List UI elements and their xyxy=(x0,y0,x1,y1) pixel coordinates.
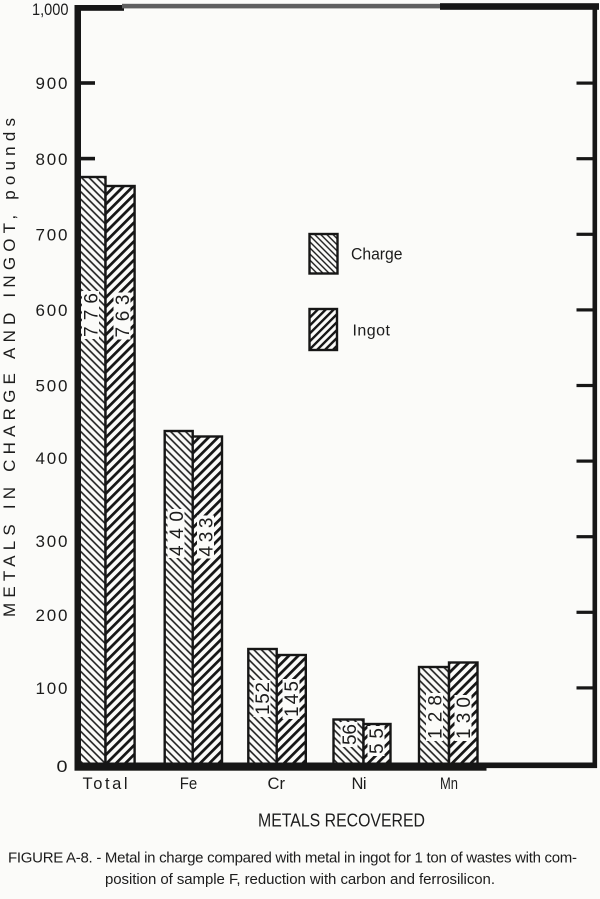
svg-text:Mn: Mn xyxy=(440,775,458,793)
svg-text:METALS IN CHARGE AND INGOT, po: METALS IN CHARGE AND INGOT, pounds xyxy=(0,118,19,617)
svg-text:145: 145 xyxy=(282,681,303,717)
svg-text:METALS RECOVERED: METALS RECOVERED xyxy=(258,811,425,831)
svg-text:Total: Total xyxy=(83,775,128,793)
svg-text:FIGURE A-8. - Metal in charge: FIGURE A-8. - Metal in charge compared w… xyxy=(8,850,577,867)
svg-text:500: 500 xyxy=(36,377,68,396)
svg-text:776: 776 xyxy=(82,293,103,337)
svg-text:Charge: Charge xyxy=(351,246,403,264)
svg-text:600: 600 xyxy=(36,301,68,320)
svg-text:200: 200 xyxy=(36,606,68,625)
svg-text:56: 56 xyxy=(340,724,361,745)
svg-text:400: 400 xyxy=(36,449,68,468)
svg-text:700: 700 xyxy=(36,225,68,244)
svg-text:152: 152 xyxy=(253,682,274,715)
svg-text:440: 440 xyxy=(167,511,188,556)
svg-text:Ni: Ni xyxy=(352,775,367,793)
svg-text:position of sample F, reductio: position of sample F, reduction with car… xyxy=(105,871,495,888)
svg-text:1,000: 1,000 xyxy=(32,0,69,19)
svg-text:433: 433 xyxy=(197,518,218,557)
svg-text:130: 130 xyxy=(454,697,475,739)
svg-text:900: 900 xyxy=(36,74,68,93)
svg-text:100: 100 xyxy=(36,679,68,698)
svg-text:763: 763 xyxy=(113,295,134,338)
svg-text:0: 0 xyxy=(57,757,68,776)
svg-text:800: 800 xyxy=(36,150,68,169)
svg-text:128: 128 xyxy=(426,695,447,739)
svg-text:Ingot: Ingot xyxy=(353,323,391,340)
svg-text:Fe: Fe xyxy=(180,775,198,793)
svg-text:Cr: Cr xyxy=(268,775,286,793)
svg-text:300: 300 xyxy=(36,532,68,551)
